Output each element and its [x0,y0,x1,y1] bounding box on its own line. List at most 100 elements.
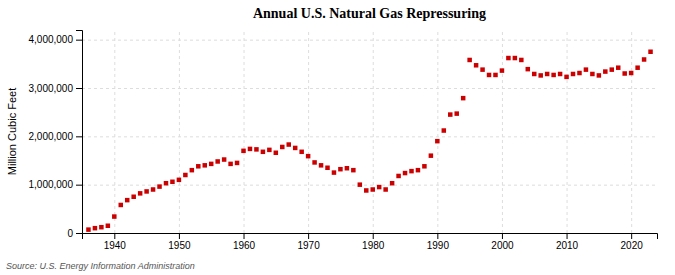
point [403,171,408,176]
x-grid [115,30,632,233]
x-tick-label: 2010 [556,240,579,251]
point [241,149,246,154]
point [577,71,582,76]
x-tick-mark [373,233,374,239]
point [629,71,634,76]
plot-area: 19401950196019701980199020002010202001,0… [29,30,658,251]
point [448,112,453,117]
y-tick-mark [76,136,82,137]
point [584,67,589,72]
point [112,214,117,219]
point [338,167,343,172]
x-tick-label: 1970 [297,240,320,251]
point [144,189,149,194]
point [513,56,518,61]
y-axis-title: Million Cubic Feet [6,88,18,175]
point [377,185,382,190]
point [571,72,576,77]
point [351,168,356,173]
point [332,170,337,175]
x-tick: 1940 [104,233,127,251]
point [545,72,550,77]
y-tick-label: 3,000,000 [29,83,74,94]
point [345,166,350,171]
x-grid-line [244,30,245,233]
title: Annual U.S. Natural Gas Repressuring [253,6,486,21]
y-axis: 01,000,0002,000,0003,000,0004,000,000 [29,31,83,239]
y-tick-label: 0 [67,228,73,239]
chart: 19401950196019701980199020002010202001,0… [0,0,675,275]
y-tick-label: 4,000,000 [29,34,74,45]
point [125,198,130,203]
y-grid-line [82,185,657,186]
x-tick: 2010 [556,233,579,251]
point [383,187,388,192]
point [306,154,311,159]
point [487,73,492,78]
y-tick-mark [76,40,82,41]
point [93,226,98,231]
x-tick: 1990 [427,233,450,251]
point [390,181,395,186]
x-tick: 2000 [491,233,514,251]
point [558,72,563,77]
x-tick: 2020 [621,233,644,251]
point [312,160,317,165]
point [506,56,511,61]
x-tick-mark [502,233,503,239]
point [99,225,104,230]
y-tick-mark [76,185,82,186]
point [254,147,259,152]
x-grid-tick [567,30,568,233]
point [642,57,647,62]
point [196,164,201,169]
x-tick-label: 1950 [168,240,191,251]
x-grid-line [179,30,180,233]
x-grid-line [631,30,632,233]
point [564,75,569,80]
point [222,157,227,162]
y-grid-tick [82,185,657,186]
point [480,67,485,72]
x-tick-mark [179,233,180,239]
points [86,50,653,232]
x-tick: 1960 [233,233,256,251]
point [215,159,220,164]
x-tick-label: 1990 [427,240,450,251]
point [454,111,459,116]
point [532,72,537,77]
x-axis-line [83,234,658,240]
point [603,69,608,74]
point [170,180,175,185]
point [325,166,330,171]
y-grid-line [82,136,657,137]
point [493,73,498,78]
point [409,169,414,174]
point [177,178,182,183]
x-grid-tick [308,30,309,233]
point [106,224,111,229]
point [442,128,447,133]
point [151,187,156,192]
point [235,161,240,166]
y-grid-tick [82,136,657,137]
point [610,67,615,72]
y-tick: 3,000,000 [29,83,83,94]
point [429,153,434,158]
point [467,58,472,63]
y-tick-label: 2,000,000 [29,131,74,142]
point [422,164,427,169]
point [526,67,531,72]
y-tick: 2,000,000 [29,131,83,142]
x-grid-tick [114,30,115,233]
point [358,182,363,187]
x-tick-label: 1980 [362,240,385,251]
point [396,174,401,179]
point [157,184,162,189]
x-grid-line [567,30,568,233]
point [203,163,208,168]
point [286,142,291,147]
point [416,168,421,173]
point [299,150,304,155]
point [370,187,375,192]
